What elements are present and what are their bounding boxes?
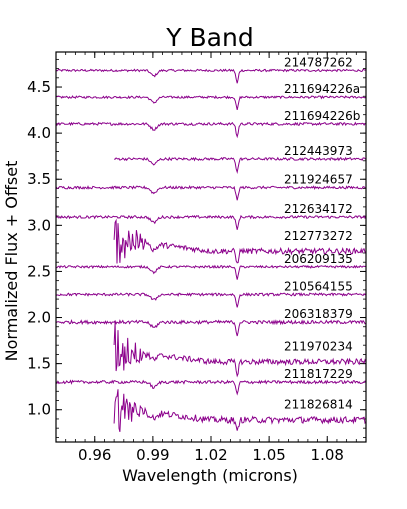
y-tick-label: 3.5 [27, 170, 51, 188]
y-axis-label: Normalized Flux + Offset [2, 161, 21, 362]
spectrum-line [113, 218, 367, 264]
series-label: 211826814 [284, 397, 353, 411]
series-label: 212634172 [284, 202, 353, 216]
spectrum-line [55, 214, 367, 230]
x-tick-label: 1.02 [194, 446, 227, 464]
x-axis-label: Wavelength (microns) [122, 466, 298, 485]
spectrum-line [55, 95, 367, 111]
spectrum-line [113, 321, 367, 378]
series-label: 206209135 [284, 252, 353, 266]
series-label: 211694226b [284, 109, 360, 123]
x-tick-label: 0.96 [78, 446, 111, 464]
series-label: 212773272 [284, 229, 353, 243]
spectrum-line [55, 318, 367, 337]
series-label: 211817229 [284, 367, 353, 381]
spectrum-line [55, 185, 367, 201]
y-tick-label: 4.0 [27, 124, 51, 142]
x-tick-label: 1.08 [311, 446, 344, 464]
spectrum-line [114, 156, 367, 174]
x-tick-label: 1.05 [252, 446, 285, 464]
spectrum-line [55, 264, 367, 280]
y-tick-label: 2.0 [27, 309, 51, 327]
x-tick-label: 0.99 [136, 446, 169, 464]
series-label: 214787262 [284, 55, 353, 69]
series-label: 206318379 [284, 307, 353, 321]
y-tick-label: 2.5 [27, 262, 51, 280]
y-tick-label: 1.5 [27, 355, 51, 373]
spectrum-line [55, 121, 366, 139]
series-label: 210564155 [284, 279, 353, 293]
spectrum-line [55, 68, 367, 84]
spectrum-line [55, 292, 367, 308]
spectra-traces [55, 68, 367, 433]
series-label: 211970234 [284, 339, 353, 353]
plot-frame [55, 51, 367, 443]
series-labels: 214787262 211694226a 211694226b 212443973 21… [284, 55, 360, 411]
series-label: 211924657 [284, 173, 353, 187]
chart-title: Y Band [165, 23, 253, 52]
spectrum-line [56, 379, 367, 396]
spectrum-line [113, 389, 367, 433]
series-label: 212443973 [284, 144, 353, 158]
y-tick-label: 1.0 [27, 401, 51, 419]
y-tick-label: 3.0 [27, 216, 51, 234]
series-label: 211694226a [284, 82, 360, 96]
y-tick-label: 4.5 [27, 78, 51, 96]
